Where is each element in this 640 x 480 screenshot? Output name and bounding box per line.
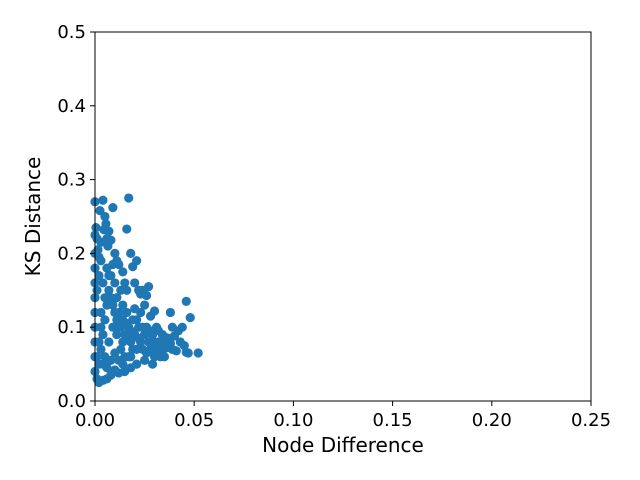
data-point: [101, 219, 111, 229]
data-point: [149, 306, 160, 316]
data-point: [98, 195, 108, 205]
data-point: [122, 307, 132, 318]
y-tick-label: 0.4: [57, 96, 86, 117]
data-point: [130, 304, 140, 314]
data-point: [94, 270, 104, 281]
data-point: [108, 300, 118, 310]
plot-frame: [94, 31, 592, 402]
x-tick-label: 0.05: [174, 410, 214, 431]
data-point: [140, 355, 150, 366]
data-point: [104, 337, 114, 347]
data-point: [118, 359, 128, 369]
data-point: [116, 285, 126, 295]
x-tick-label: 0.00: [75, 410, 115, 431]
data-point: [108, 203, 118, 213]
data-point: [110, 348, 120, 358]
data-point: [100, 315, 110, 325]
data-point: [96, 344, 106, 354]
data-point: [124, 193, 134, 203]
data-point: [100, 211, 110, 222]
data-point: [114, 322, 124, 332]
data-point: [110, 248, 120, 258]
data-point: [104, 285, 114, 295]
data-point: [143, 282, 154, 292]
data-point: [98, 278, 108, 288]
data-point: [126, 326, 136, 336]
x-tick-label: 0.10: [273, 410, 313, 431]
data-point: [132, 256, 142, 266]
data-point: [141, 348, 152, 358]
data-point: [126, 352, 136, 362]
x-axis-label: Node Difference: [262, 433, 424, 457]
x-axis-ticks: 0.00 0.05 0.10 0.15 0.20 0.25: [75, 401, 611, 431]
data-point: [96, 256, 106, 266]
data-point: [118, 315, 128, 325]
x-tick-label: 0.20: [472, 410, 512, 431]
data-point: [102, 363, 112, 373]
data-point: [120, 278, 130, 288]
data-point: [177, 322, 187, 332]
data-point: [138, 322, 148, 332]
data-point: [122, 224, 132, 234]
data-point: [91, 222, 101, 233]
data-point: [167, 344, 177, 354]
y-tick-label: 0.3: [57, 170, 86, 191]
data-point: [165, 307, 175, 318]
data-point: [112, 329, 122, 340]
x-tick-label: 0.25: [571, 410, 611, 431]
data-point: [132, 344, 142, 354]
data-point: [149, 352, 160, 362]
y-tick-label: 0.0: [57, 391, 86, 412]
data-point: [181, 296, 191, 306]
x-tick-label: 0.15: [373, 410, 413, 431]
data-point: [102, 263, 112, 273]
data-point: [94, 337, 104, 347]
data-point: [183, 348, 193, 358]
data-point: [118, 300, 128, 310]
data-point: [159, 352, 170, 362]
data-point: [141, 290, 152, 301]
y-tick-label: 0.2: [57, 243, 86, 264]
data-point: [140, 300, 150, 310]
y-axis-ticks: 0.0 0.1 0.2 0.3 0.4 0.5: [57, 22, 95, 412]
data-point: [134, 333, 144, 343]
data-point: [145, 326, 156, 336]
data-point: [118, 267, 128, 277]
data-point: [104, 270, 114, 281]
data-point: [110, 307, 120, 318]
data-point: [110, 278, 120, 288]
data-point: [106, 355, 116, 366]
data-point: [106, 235, 116, 245]
y-tick-label: 0.1: [57, 317, 86, 338]
data-point: [147, 359, 158, 369]
data-point: [122, 333, 132, 343]
y-tick-label: 0.5: [57, 22, 86, 43]
data-point: [130, 278, 140, 288]
data-point: [104, 226, 114, 236]
data-point: [193, 348, 203, 358]
y-axis-label: KS Distance: [21, 157, 45, 277]
data-point: [92, 352, 102, 362]
data-point: [126, 248, 136, 258]
data-point: [106, 293, 116, 303]
data-point: [96, 307, 106, 318]
data-point: [185, 313, 195, 323]
data-point: [92, 285, 102, 295]
data-point: [98, 329, 108, 340]
data-point: [96, 322, 106, 332]
